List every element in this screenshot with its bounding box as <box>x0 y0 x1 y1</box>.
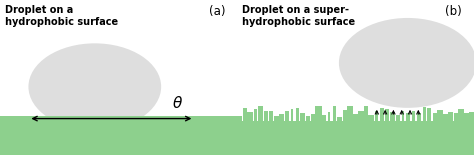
Bar <box>300 113 305 121</box>
Bar <box>380 108 384 121</box>
Bar <box>454 113 458 121</box>
Bar <box>406 113 410 121</box>
Bar <box>368 115 374 121</box>
Bar <box>237 116 242 121</box>
Bar <box>428 108 431 121</box>
Bar <box>343 110 346 121</box>
Bar <box>258 106 263 121</box>
Text: Droplet on a
hydrophobic surface: Droplet on a hydrophobic surface <box>5 5 118 27</box>
Bar <box>243 108 246 121</box>
Bar <box>321 115 327 121</box>
Bar <box>0 116 237 155</box>
Bar <box>385 109 389 121</box>
Bar <box>469 112 474 121</box>
Bar <box>310 114 316 121</box>
Bar <box>264 111 268 121</box>
Bar <box>291 109 293 121</box>
Bar <box>333 106 336 121</box>
Bar <box>433 113 437 121</box>
Bar <box>274 116 279 121</box>
Bar <box>401 111 404 121</box>
Bar <box>279 114 284 121</box>
Bar <box>328 112 330 121</box>
Bar <box>237 121 474 155</box>
Bar <box>358 111 364 121</box>
Bar <box>315 106 322 121</box>
Bar <box>395 115 400 121</box>
Bar <box>337 117 342 121</box>
Bar <box>269 111 273 121</box>
Circle shape <box>339 18 474 108</box>
Bar <box>442 114 448 121</box>
Circle shape <box>28 43 161 130</box>
Bar <box>364 106 368 121</box>
Bar <box>296 108 299 121</box>
Bar <box>458 109 464 121</box>
Bar <box>285 111 289 121</box>
Bar <box>347 106 354 121</box>
Bar <box>390 112 395 121</box>
Text: Droplet on a super-
hydrophobic surface: Droplet on a super- hydrophobic surface <box>242 5 355 27</box>
Bar <box>306 116 310 121</box>
Bar <box>417 113 420 121</box>
Bar <box>423 107 426 121</box>
Text: (b): (b) <box>446 5 462 18</box>
Bar <box>247 112 253 121</box>
Text: (a): (a) <box>209 5 225 18</box>
Bar <box>375 111 378 121</box>
Bar <box>254 109 257 121</box>
Bar <box>463 113 469 121</box>
Bar <box>448 112 453 121</box>
Bar <box>412 111 415 121</box>
Bar <box>352 114 359 121</box>
Bar <box>437 110 443 121</box>
Text: θ: θ <box>173 96 182 111</box>
